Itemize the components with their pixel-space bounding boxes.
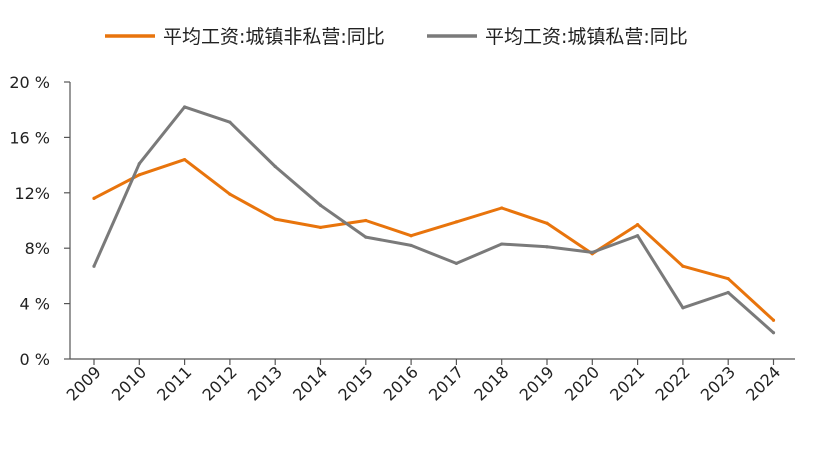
- x-tick-label: 2010: [108, 362, 150, 404]
- x-tick-label: 2013: [244, 362, 286, 404]
- x-tick-label: 2017: [425, 362, 467, 404]
- x-tick-label: 2019: [516, 362, 558, 404]
- data-point-series-2: [454, 261, 458, 266]
- x-tick-label: 2015: [334, 362, 376, 404]
- data-point-series-1: [183, 157, 187, 162]
- x-axis-ticks: 2009 2010 2011 2012 2013 2014 2015 2016 2017 2018…: [63, 359, 784, 405]
- data-point-series-1: [318, 225, 323, 230]
- y-tick-label: 12%: [14, 184, 50, 203]
- data-point-series-1: [545, 221, 549, 225]
- series-lines: [92, 105, 776, 335]
- data-point-series-2: [228, 120, 232, 124]
- data-point-series-1: [228, 192, 232, 196]
- data-point-series-2: [409, 243, 413, 248]
- data-point-series-2: [92, 264, 96, 268]
- data-point-series-1: [500, 206, 504, 210]
- data-point-series-2: [771, 331, 776, 335]
- data-point-series-1: [92, 196, 96, 200]
- x-tick-label: 2016: [380, 362, 422, 404]
- x-tick-label: 2012: [199, 362, 241, 404]
- data-point-series-1: [636, 223, 640, 227]
- data-point-series-1: [454, 220, 458, 224]
- data-point-series-2: [364, 235, 368, 239]
- data-point-series-1: [726, 277, 730, 281]
- y-axis-ticks: 0 % 4 % 8% 12% 16 % 20 %: [9, 73, 70, 369]
- x-tick-label: 2009: [63, 362, 105, 404]
- x-tick-label: 2018: [470, 362, 512, 404]
- x-tick-label: 2020: [561, 362, 603, 404]
- data-point-series-1: [681, 264, 685, 268]
- data-point-series-2: [318, 203, 323, 207]
- data-point-series-2: [636, 234, 640, 238]
- x-tick-label: 2014: [289, 362, 331, 404]
- data-point-series-1: [273, 217, 277, 221]
- data-point-series-2: [183, 105, 187, 109]
- y-tick-label: 4 %: [20, 295, 50, 314]
- x-tick-label: 2021: [606, 362, 648, 404]
- x-tick-label: 2022: [652, 362, 694, 404]
- data-point-series-2: [500, 242, 504, 246]
- data-point-series-2: [545, 245, 549, 249]
- x-tick-label: 2023: [697, 362, 739, 404]
- axes: [69, 82, 795, 360]
- data-point-series-2: [590, 250, 594, 254]
- y-tick-label: 20 %: [9, 73, 50, 92]
- x-tick-label: 2024: [742, 362, 784, 404]
- series-line-1: [92, 158, 775, 322]
- legend-label-1: 平均工资:城镇非私营:同比: [163, 26, 385, 48]
- data-point-series-1: [409, 234, 413, 238]
- legend: 平均工资:城镇非私营:同比 平均工资:城镇私营:同比: [105, 26, 688, 48]
- data-point-series-2: [137, 162, 141, 166]
- legend-label-2: 平均工资:城镇私营:同比: [485, 26, 688, 48]
- y-tick-label: 0 %: [20, 350, 50, 369]
- data-point-series-2: [681, 306, 685, 310]
- y-tick-label: 8%: [25, 239, 50, 258]
- data-point-series-2: [273, 164, 277, 169]
- data-point-series-1: [364, 218, 368, 223]
- data-point-series-2: [726, 290, 730, 295]
- data-point-series-1: [771, 318, 776, 322]
- series-line-2: [92, 105, 775, 335]
- x-tick-label: 2011: [153, 362, 195, 404]
- y-tick-label: 16 %: [9, 128, 50, 147]
- data-point-series-1: [137, 173, 141, 177]
